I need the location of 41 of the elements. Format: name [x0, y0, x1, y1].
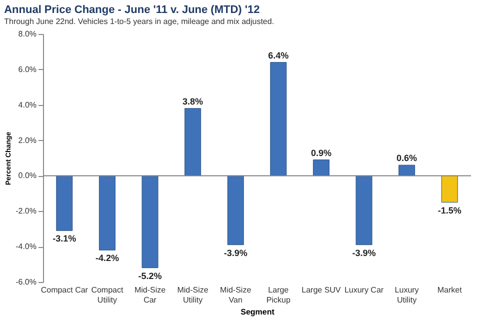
bar — [356, 175, 372, 246]
data-label: -3.9% — [224, 248, 248, 258]
bar — [227, 175, 244, 246]
data-label: -3.1% — [52, 234, 76, 244]
data-label: -1.5% — [438, 205, 462, 216]
y-tick-label: 2.0% — [18, 136, 36, 145]
x-tick-label: Large Pickup — [266, 286, 291, 304]
data-label: -3.9% — [352, 248, 376, 258]
data-label: 0.9% — [310, 148, 332, 158]
bar — [398, 164, 416, 176]
bar — [270, 62, 287, 176]
x-tick-label: Luxury Utility — [394, 286, 419, 304]
y-tick-label: 4.0% — [18, 100, 36, 110]
bar — [184, 108, 202, 176]
data-label: 3.8% — [182, 96, 204, 106]
data-label: 6.4% — [268, 50, 289, 60]
y-tick-label: -2.0% — [16, 206, 36, 216]
bar — [441, 175, 458, 203]
bar — [56, 175, 73, 231]
chart-subtitle: Through June 22nd. Vehicles 1-to-5 years in age, mileage and mix adjusted. — [4, 17, 274, 26]
x-tick-label: Mid-Size Utility — [177, 286, 209, 304]
chart-title: Annual Price Change - June '11 v. June (MTD) '12 — [4, 4, 260, 16]
x-tick-label: Luxury Car — [344, 286, 384, 294]
x-tick-label: Market — [437, 286, 463, 294]
x-axis-title: Segment — [240, 308, 275, 316]
x-tick-label: Mid-Size Van — [220, 286, 252, 304]
y-tick-label: 6.0% — [18, 64, 36, 74]
data-label: -5.2% — [138, 270, 162, 281]
y-tick-label: -4.0% — [16, 242, 36, 252]
bar — [98, 175, 116, 250]
x-tick-label: Large SUV — [302, 286, 342, 294]
bar — [312, 160, 330, 176]
data-label: -4.2% — [95, 253, 119, 264]
x-tick-label: Mid-Size Car — [134, 286, 166, 304]
data-label: 0.6% — [396, 153, 418, 164]
y-tick-label: 8.0% — [18, 30, 36, 38]
y-tick-label: -6.0% — [16, 278, 36, 286]
x-tick-label: Compact Car — [40, 286, 88, 294]
x-tick-label: Compact Utility — [91, 286, 124, 304]
y-tick-label: 0.0% — [18, 171, 36, 180]
bar — [142, 175, 158, 268]
